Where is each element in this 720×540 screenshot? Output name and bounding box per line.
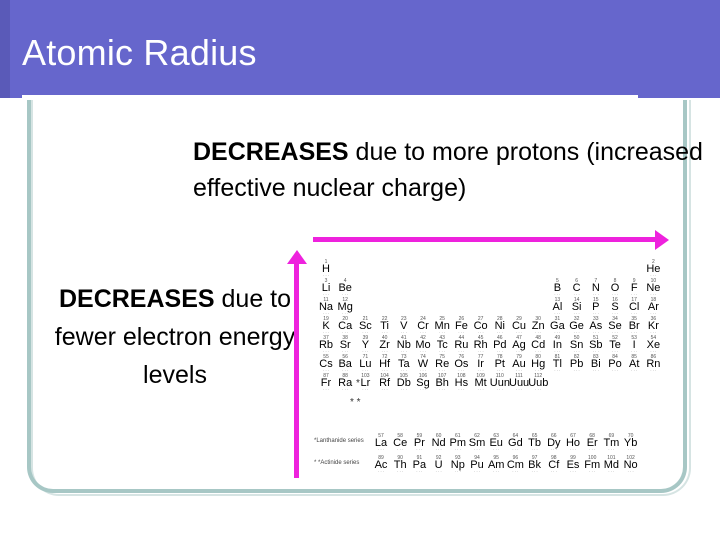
slide-title: Atomic Radius xyxy=(22,32,257,73)
title-bar-accent xyxy=(0,0,10,98)
period-trend-bold: DECREASES xyxy=(193,138,349,166)
title-underline xyxy=(22,95,638,98)
period-trend-rest: due to more protons (increased effective… xyxy=(193,138,703,202)
content-frame-shadow xyxy=(31,100,691,496)
period-trend-note: DECREASES due to more protons (increased… xyxy=(193,134,720,206)
title-bar xyxy=(0,0,720,98)
group-trend-rest: due to fewer electron energy levels xyxy=(54,285,296,389)
content-frame xyxy=(27,100,687,493)
group-arrow-head-icon xyxy=(287,250,307,264)
group-trend-bold: DECREASES xyxy=(58,285,215,313)
group-arrow-shaft xyxy=(294,262,299,478)
period-arrow-head-icon xyxy=(655,230,669,250)
period-arrow-shaft xyxy=(313,237,661,242)
group-trend-note: DECREASES due to fewer electron energy l… xyxy=(50,280,300,394)
